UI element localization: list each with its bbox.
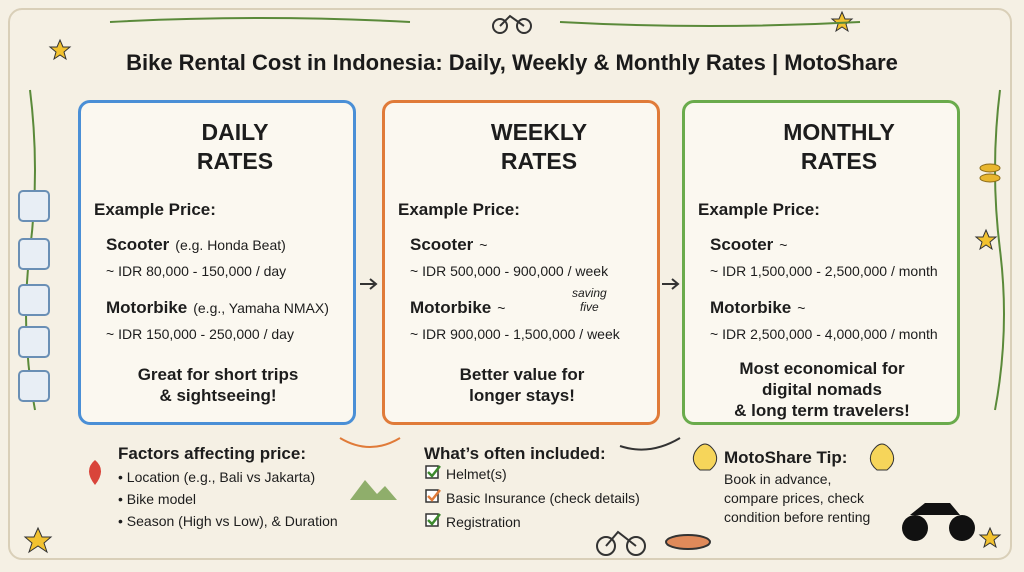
note-line: Better value for	[459, 365, 585, 384]
item-name: Motorbike (e.g., Yamaha NMAX)	[106, 298, 329, 317]
item-detail: ~	[479, 237, 488, 253]
heading-line: DAILY	[201, 119, 269, 145]
note-line: & sightseeing!	[159, 386, 277, 405]
note-line: Most economical for	[739, 359, 905, 378]
list-item: Registration	[446, 514, 521, 530]
annotation: saving five	[572, 286, 607, 314]
list-item: Basic Insurance (check details)	[446, 490, 640, 506]
note-line: & long term travelers!	[734, 401, 910, 420]
item-detail: (e.g., Yamaha NMAX)	[193, 300, 329, 316]
item-price: ~ IDR 500,000 - 900,000 / week	[410, 263, 609, 279]
title: Bike Rental Cost in Indonesia: Daily, We…	[126, 50, 898, 75]
heading-line: RATES	[800, 148, 878, 174]
item-price: ~ IDR 900,000 - 1,500,000 / week	[410, 326, 620, 342]
card-note: Most economical for digital nomads & long …	[712, 358, 932, 421]
annotation-line: saving	[572, 286, 607, 300]
card	[682, 100, 960, 425]
heading-line: RATES	[500, 148, 578, 174]
example-label: Example Price:	[94, 200, 216, 219]
card	[382, 100, 660, 425]
item-price: ~ IDR 150,000 - 250,000 / day	[106, 326, 294, 342]
note-line: Great for short trips	[137, 365, 299, 384]
section-title: MotoShare Tip:	[724, 448, 848, 467]
factor-list: • Location (e.g., Bali vs Jakarta) • Bik…	[118, 466, 338, 532]
included-list: Helmet(s) Basic Insurance (check details…	[446, 462, 640, 534]
heading-line: WEEKLY	[490, 119, 588, 145]
tool-map[interactable]	[18, 370, 50, 402]
frame	[8, 8, 1012, 560]
card-heading: DAILY RATES	[170, 118, 300, 176]
tip-line: condition before renting	[724, 509, 871, 525]
heading-line: RATES	[196, 148, 274, 174]
section-title: What’s often included:	[424, 444, 606, 463]
item-price: ~ IDR 2,500,000 - 4,000,000 / month	[710, 326, 938, 342]
item-name: Scooter ~	[710, 235, 788, 254]
tool-select[interactable]	[18, 190, 50, 222]
list-item: • Bike model	[118, 491, 197, 507]
example-label: Example Price:	[398, 200, 520, 219]
item-price: ~ IDR 1,500,000 - 2,500,000 / month	[710, 263, 938, 279]
item-name: Motorbike ~	[410, 298, 506, 317]
heading-line: MONTHLY	[783, 119, 895, 145]
item-detail: (e.g. Honda Beat)	[175, 237, 286, 253]
item-detail: ~	[797, 300, 806, 316]
note-line: digital nomads	[762, 380, 882, 399]
item-name: Scooter (e.g. Honda Beat)	[106, 235, 286, 254]
list-item: • Season (High vs Low), & Duration	[118, 513, 338, 529]
card-note: Better value for longer stays!	[412, 364, 632, 406]
annotation-line: five	[580, 300, 599, 314]
list-item: Helmet(s)	[446, 466, 507, 482]
tip-text: Book in advance, compare prices, check c…	[724, 470, 870, 527]
example-label: Example Price:	[698, 200, 820, 219]
item-name: Scooter ~	[410, 235, 488, 254]
item-price: ~ IDR 80,000 - 150,000 / day	[106, 263, 287, 279]
card-heading: MONTHLY RATES	[774, 118, 904, 176]
item-name: Motorbike ~	[710, 298, 806, 317]
tip-line: compare prices, check	[724, 490, 865, 506]
section-title: Factors affecting price:	[118, 444, 306, 463]
note-line: longer stays!	[469, 386, 575, 405]
item-detail: ~	[779, 237, 788, 253]
card-note: Great for short trips & sightseeing!	[108, 364, 328, 406]
tool-pencil[interactable]	[18, 284, 50, 316]
list-item: • Location (e.g., Bali vs Jakarta)	[118, 469, 316, 485]
card	[78, 100, 356, 425]
tool-brush[interactable]	[18, 238, 50, 270]
tool-pen[interactable]	[18, 326, 50, 358]
tip-line: Book in advance,	[724, 471, 832, 487]
item-detail: ~	[497, 300, 506, 316]
card-heading: WEEKLY RATES	[474, 118, 604, 176]
